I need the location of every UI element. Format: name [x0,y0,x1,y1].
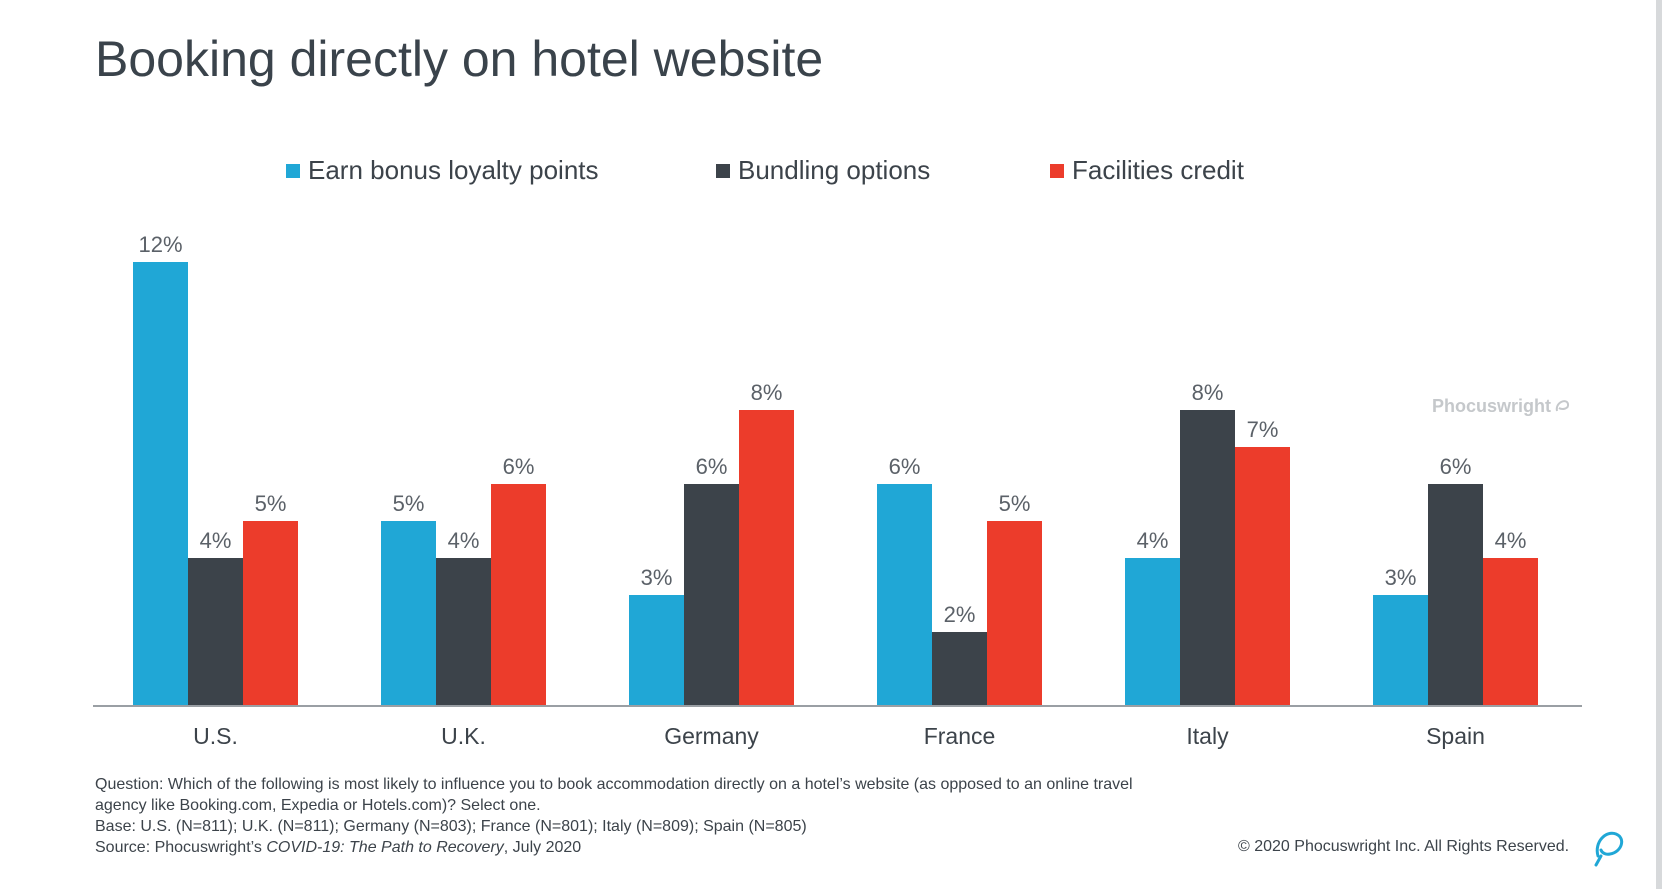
legend-label-loyalty: Earn bonus loyalty points [308,155,599,185]
bar-facilities [243,521,298,706]
legend-label-facilities: Facilities credit [1072,155,1244,185]
bar-bundling [188,558,243,706]
footnote-base: Base: U.S. (N=811); U.K. (N=811); German… [95,818,807,835]
bar-bundling [684,484,739,706]
source-prefix: Source: Phocuswright’s [95,839,267,856]
data-label-facilities: 6% [503,454,535,479]
footnote-source: Source: Phocuswright’s COVID-19: The Pat… [95,837,1215,858]
data-label-facilities: 4% [1495,528,1527,553]
bar-bundling [436,558,491,706]
data-label-bundling: 4% [448,528,480,553]
x-tick-label: France [924,723,996,749]
bar-chart: 12% 4% 5% U.S. 5% 4% 6% U.K. 3% 6% 8% Germany 6% 2% 5%… [93,232,1582,749]
x-tick-label: Germany [664,723,759,749]
x-tick-label: U.K. [441,723,486,749]
data-label-facilities: 8% [751,380,783,405]
data-label-bundling: 4% [200,528,232,553]
bar-facilities [987,521,1042,706]
data-label-loyalty: 3% [1385,565,1417,590]
data-label-loyalty: 4% [1137,528,1169,553]
legend-swatch-loyalty [286,163,300,178]
data-label-loyalty: 12% [138,232,182,257]
bar-loyalty [629,595,684,706]
bar-loyalty [877,484,932,706]
data-label-bundling: 6% [696,454,728,479]
footnotes: Question: Which of the following is most… [95,774,1215,858]
slide-edge [1656,0,1662,889]
x-tick-label: Spain [1426,723,1485,749]
phocuswright-logo-icon [1594,831,1624,867]
data-label-loyalty: 3% [641,565,673,590]
legend-swatch-facilities [1050,163,1064,178]
bar-bundling [1428,484,1483,706]
data-label-facilities: 5% [255,491,287,516]
x-tick-label: U.S. [193,723,238,749]
data-label-bundling: 8% [1192,380,1224,405]
data-label-facilities: 5% [999,491,1031,516]
legend-item-bundling: Bundling options [716,155,930,186]
bar-bundling [1180,410,1235,706]
bar-facilities [491,484,546,706]
legend-swatch-bundling [716,163,730,178]
copyright-notice: © 2020 Phocuswright Inc. All Rights Rese… [1238,838,1570,855]
bar-facilities [1483,558,1538,706]
bar-loyalty [381,521,436,706]
source-suffix: , July 2020 [503,839,582,856]
bar-bundling [932,632,987,706]
bar-loyalty [1125,558,1180,706]
legend-item-loyalty: Earn bonus loyalty points [286,155,599,186]
watermark-logo: Phocuswright [1432,396,1570,418]
data-label-facilities: 7% [1247,417,1279,442]
data-label-bundling: 6% [1440,454,1472,479]
x-tick-label: Italy [1186,723,1229,749]
bar-facilities [1235,447,1290,706]
watermark-swoosh-icon [1555,400,1570,412]
data-label-loyalty: 5% [393,491,425,516]
footnote-question-2: agency like Booking.com, Expedia or Hote… [95,797,541,814]
legend-label-bundling: Bundling options [738,155,931,185]
watermark-text: Phocuswright [1432,396,1552,416]
data-label-loyalty: 6% [889,454,921,479]
bar-loyalty [1373,595,1428,706]
data-label-bundling: 2% [944,602,976,627]
chart-title: Booking directly on hotel website [95,31,824,87]
footnote-question-1: Question: Which of the following is most… [95,776,1133,793]
bar-facilities [739,410,794,706]
bar-loyalty [133,262,188,706]
legend-item-facilities: Facilities credit [1050,155,1244,186]
chart-legend: Earn bonus loyalty points Bundling optio… [0,155,1662,195]
source-title: COVID-19: The Path to Recovery [266,839,504,856]
